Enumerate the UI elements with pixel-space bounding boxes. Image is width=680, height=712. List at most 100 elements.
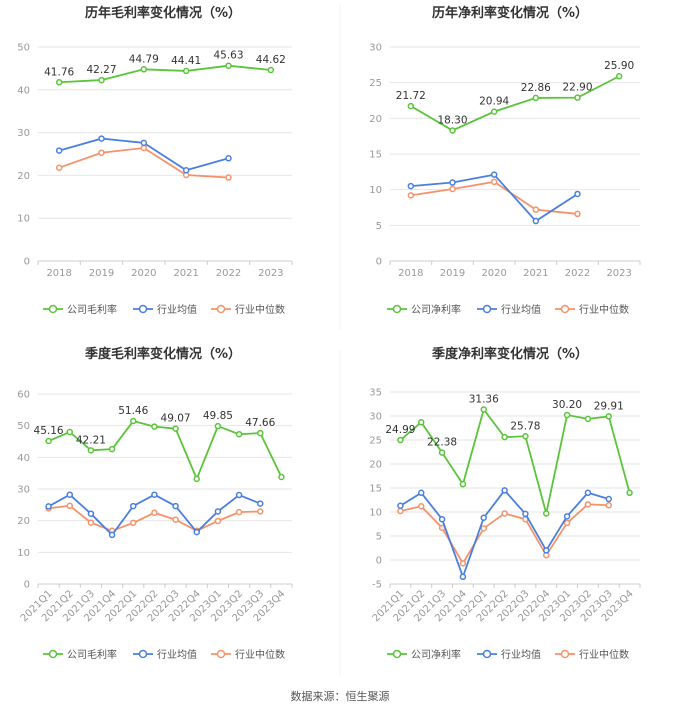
chart-title: 历年净利率变化情况（%）: [432, 5, 588, 21]
data-point-avg: [66, 491, 73, 498]
data-point-median: [501, 510, 508, 517]
data-point-company: [574, 94, 581, 101]
series-line-median: [410, 180, 578, 215]
data-label: 51.46: [118, 405, 148, 417]
data-label: 18.30: [437, 114, 467, 126]
y-tick-label: 0: [376, 556, 382, 567]
data-label: 31.36: [469, 393, 499, 405]
chart-panel-2: 历年净利率变化情况（%） 0 5 10 15 20 25 30 2018 2019 2020 2021…: [369, 5, 641, 316]
data-point-median: [574, 210, 581, 218]
series-line-company: [399, 407, 631, 514]
y-tick-label: 50: [17, 43, 30, 54]
legend-label: 行业中位数: [579, 648, 629, 661]
x-tick-label: 2019: [89, 268, 114, 279]
legend-item-company[interactable]: 公司毛利率: [43, 648, 117, 661]
data-point-avg: [438, 515, 446, 523]
data-point-company: [584, 415, 592, 423]
legend-marker: [216, 304, 226, 314]
data-point-avg: [574, 190, 581, 198]
data-point-company: [172, 425, 179, 432]
data-point-avg: [257, 500, 264, 507]
x-tick-label: 2022: [565, 268, 590, 279]
y-tick-label: 30: [369, 43, 382, 54]
y-tick-label: 10: [17, 214, 30, 225]
data-point-company: [45, 437, 52, 445]
data-label: 44.62: [256, 54, 286, 66]
series-line-company: [59, 64, 271, 84]
chart-panel-1: 历年毛利率变化情况（%） 0 10 20 30 40 50 2018 2019 2020 2021 2…: [17, 5, 293, 316]
chart-title: 季度毛利率变化情况（%）: [84, 346, 241, 362]
data-point-median: [584, 501, 592, 508]
legend-label: 行业均值: [501, 648, 541, 661]
data-point-company: [55, 79, 63, 86]
data-label: 22.90: [562, 82, 592, 94]
data-point-company: [438, 449, 446, 456]
data-point-median: [563, 519, 571, 527]
data-point-avg: [563, 513, 571, 520]
data-point-avg: [98, 135, 105, 142]
data-point-median: [257, 508, 264, 515]
x-tick-label: 2023: [258, 268, 283, 279]
data-point-median: [214, 517, 222, 525]
y-tick-label: 50: [17, 421, 30, 432]
data-point-company: [480, 406, 487, 413]
data-label: 47.66: [245, 417, 275, 429]
x-tick-label: 2020: [131, 268, 156, 279]
x-tick-label: 2020: [481, 268, 506, 279]
legend-marker: [392, 649, 402, 659]
data-label: 42.21: [76, 434, 106, 446]
data-point-median: [490, 178, 498, 186]
x-tick-label: 2021: [173, 268, 198, 279]
data-point-company: [108, 445, 116, 453]
legend-item-company[interactable]: 公司净利率: [387, 303, 461, 316]
legend-label: 公司毛利率: [67, 303, 117, 316]
legend-item-company[interactable]: 公司净利率: [387, 648, 461, 661]
data-point-median: [449, 185, 456, 193]
x-tick-label: 2019: [440, 268, 465, 279]
chart-legend: 公司净利率 行业均值 行业中位数: [387, 648, 629, 661]
legend-item-median[interactable]: 行业中位数: [555, 648, 629, 661]
legend-marker: [482, 304, 492, 314]
data-label: 20.94: [479, 96, 509, 108]
data-point-company: [140, 66, 148, 73]
legend-item-avg[interactable]: 行业均值: [477, 648, 541, 661]
data-label: 44.79: [129, 53, 159, 65]
data-point-company: [501, 433, 508, 441]
data-label: 29.91: [594, 400, 624, 412]
data-point-company: [267, 66, 275, 74]
data-point-median: [66, 502, 73, 510]
y-tick-label: 5: [376, 532, 382, 543]
chart-title: 季度净利率变化情况（%）: [431, 346, 588, 362]
y-tick-label: 10: [369, 185, 382, 196]
legend-label: 行业中位数: [235, 303, 285, 316]
legend-item-company[interactable]: 公司毛利率: [43, 303, 117, 316]
legend-marker: [216, 649, 226, 659]
data-point-median: [397, 507, 404, 515]
data-point-median: [480, 525, 487, 532]
y-tick-label: 40: [17, 453, 30, 464]
data-point-avg: [214, 508, 222, 515]
legend-marker: [560, 304, 570, 314]
data-point-avg: [235, 491, 243, 499]
data-label: 21.72: [396, 90, 426, 102]
data-point-company: [66, 428, 73, 436]
legend-item-median[interactable]: 行业中位数: [555, 303, 629, 316]
legend-item-median[interactable]: 行业中位数: [211, 648, 285, 661]
legend-item-median[interactable]: 行业中位数: [211, 303, 285, 316]
y-tick-label: 20: [369, 460, 382, 471]
data-point-company: [257, 429, 264, 437]
y-tick-label: 0: [24, 580, 30, 591]
data-point-median: [459, 560, 467, 567]
data-label: 44.41: [171, 55, 201, 67]
data-label: 30.20: [552, 399, 582, 411]
legend-item-avg[interactable]: 行业均值: [133, 648, 197, 661]
y-tick-label: 0: [24, 257, 30, 268]
data-point-avg: [490, 171, 498, 178]
data-label: 41.76: [44, 66, 74, 78]
legend-item-avg[interactable]: 行业均值: [133, 303, 197, 316]
data-point-company: [532, 94, 540, 102]
series-line-median: [58, 147, 229, 179]
data-point-company: [98, 76, 105, 84]
legend-label: 行业均值: [501, 303, 541, 316]
legend-item-avg[interactable]: 行业均值: [477, 303, 541, 316]
